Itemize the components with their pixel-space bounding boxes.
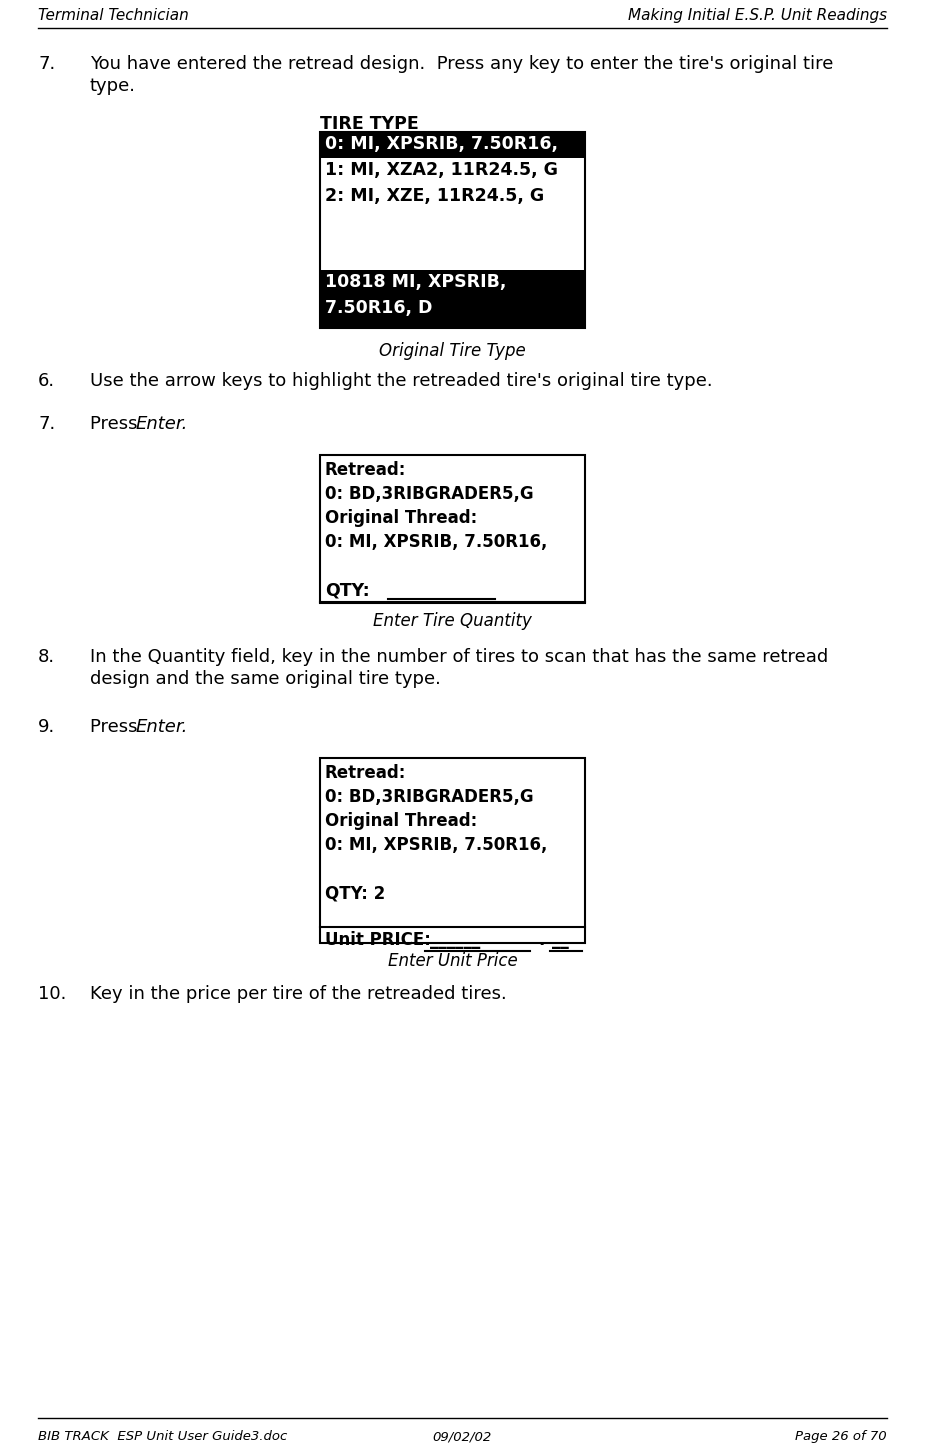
Text: 10818 MI, XPSRIB,: 10818 MI, XPSRIB, [325,273,506,291]
Text: Retread:: Retread: [325,764,406,782]
Text: __: __ [552,931,569,948]
Text: 8.: 8. [38,648,56,666]
Text: Press: Press [90,415,143,434]
Bar [320,758,585,942]
Text: Retread:: Retread: [325,461,406,479]
Text: TIRE TYPE: TIRE TYPE [320,115,419,133]
Text: Enter Tire Quantity: Enter Tire Quantity [373,612,532,629]
Text: 10.: 10. [38,985,67,1003]
Text: ______: ______ [430,931,480,948]
Text: QTY:: QTY: [325,581,370,599]
Text: type.: type. [90,77,136,96]
Text: 0: BD,3RIBGRADER5,G: 0: BD,3RIBGRADER5,G [325,484,534,503]
Text: Original Thread:: Original Thread: [325,812,477,829]
Text: In the Quantity field, key in the number of tires to scan that has the same retr: In the Quantity field, key in the number… [90,648,828,666]
Text: BIB TRACK  ESP Unit User Guide3.doc: BIB TRACK ESP Unit User Guide3.doc [38,1430,288,1443]
Text: 7.: 7. [38,415,56,434]
Bar [320,455,585,603]
Text: Enter.: Enter. [136,718,189,737]
Text: Enter.: Enter. [136,415,189,434]
Text: 7.: 7. [38,55,56,72]
Text: 9.: 9. [38,718,56,737]
Text: Use the arrow keys to highlight the retreaded tire's original tire type.: Use the arrow keys to highlight the retr… [90,373,712,390]
Text: 7.50R16, D: 7.50R16, D [325,299,432,318]
Text: .: . [538,931,545,948]
Bar [320,132,585,328]
Text: design and the same original tire type.: design and the same original tire type. [90,670,441,687]
Text: QTY: 2: QTY: 2 [325,884,385,902]
Bar [320,270,585,328]
Text: 6.: 6. [38,373,56,390]
Text: Original Thread:: Original Thread: [325,509,477,526]
Text: Original Tire Type: Original Tire Type [379,342,526,360]
Text: 0: MI, XPSRIB, 7.50R16,: 0: MI, XPSRIB, 7.50R16, [325,135,558,154]
Text: 0: BD,3RIBGRADER5,G: 0: BD,3RIBGRADER5,G [325,787,534,806]
Text: Page 26 of 70: Page 26 of 70 [796,1430,887,1443]
Text: You have entered the retread design.  Press any key to enter the tire's original: You have entered the retread design. Pre… [90,55,833,72]
Text: 1: MI, XZA2, 11R24.5, G: 1: MI, XZA2, 11R24.5, G [325,161,558,178]
Text: Key in the price per tire of the retreaded tires.: Key in the price per tire of the retread… [90,985,507,1003]
Text: 2: MI, XZE, 11R24.5, G: 2: MI, XZE, 11R24.5, G [325,187,544,204]
Text: 0: MI, XPSRIB, 7.50R16,: 0: MI, XPSRIB, 7.50R16, [325,837,548,854]
Text: 09/02/02: 09/02/02 [432,1430,491,1443]
Bar [320,132,585,158]
Text: Enter Unit Price: Enter Unit Price [388,953,517,970]
Text: Terminal Technician: Terminal Technician [38,9,189,23]
Text: Unit PRICE:: Unit PRICE: [325,931,431,948]
Text: 0: MI, XPSRIB, 7.50R16,: 0: MI, XPSRIB, 7.50R16, [325,534,548,551]
Text: Press: Press [90,718,143,737]
Text: Making Initial E.S.P. Unit Readings: Making Initial E.S.P. Unit Readings [628,9,887,23]
